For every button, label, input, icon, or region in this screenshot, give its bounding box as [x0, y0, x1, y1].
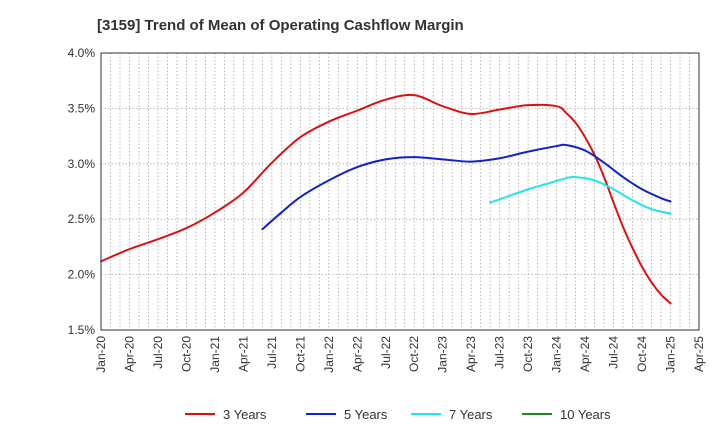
x-tick-label: Apr-22 [350, 336, 364, 372]
legend-label-10-years: 10 Years [560, 407, 611, 422]
legend-label-7-years: 7 Years [449, 407, 493, 422]
y-axis-ticks: 1.5% 2.0% 2.5% 3.0% 3.5% 4.0% [68, 46, 96, 337]
x-tick-label: Oct-24 [635, 336, 649, 372]
x-tick-label: Apr-24 [578, 336, 592, 372]
x-tick-label: Jan-21 [208, 336, 222, 373]
x-tick-label: Oct-23 [521, 336, 535, 372]
x-tick-label: Oct-20 [179, 336, 193, 372]
y-tick-label: 2.5% [68, 212, 96, 226]
grid-lines [101, 53, 699, 330]
y-tick-label: 3.0% [68, 157, 96, 171]
x-tick-label: Oct-21 [293, 336, 307, 372]
x-tick-label: Apr-20 [122, 336, 136, 372]
x-tick-label: Jan-24 [550, 336, 564, 373]
x-tick-label: Apr-25 [692, 336, 706, 372]
x-tick-label: Jan-23 [436, 336, 450, 373]
legend-label-5-years: 5 Years [344, 407, 388, 422]
x-tick-label: Apr-23 [464, 336, 478, 372]
y-tick-label: 4.0% [68, 46, 96, 60]
series-lines [100, 93, 672, 305]
x-tick-label: Oct-22 [407, 336, 421, 372]
plot-frame [100, 52, 700, 331]
x-tick-label: Jan-22 [322, 336, 336, 373]
x-axis-ticks: Jan-20 Apr-20 Jul-20 Oct-20 Jan-21 Apr-21 Jul-… [94, 336, 706, 373]
x-tick-label: Jul-20 [151, 336, 165, 369]
series-line-5-years [261, 143, 672, 231]
legend-label-3-years: 3 Years [223, 407, 267, 422]
x-tick-label: Jul-21 [265, 336, 279, 369]
legend: 3 Years 5 Years 7 Years 10 Years [185, 407, 611, 422]
x-tick-label: Apr-21 [236, 336, 250, 372]
y-tick-label: 2.0% [68, 268, 96, 282]
chart-title: [3159] Trend of Mean of Operating Cashfl… [97, 17, 464, 34]
x-tick-label: Jul-24 [607, 336, 621, 369]
series-line-3-years [100, 93, 672, 305]
x-tick-label: Jul-23 [493, 336, 507, 369]
y-tick-label: 3.5% [68, 101, 96, 115]
x-tick-label: Jul-22 [379, 336, 393, 369]
series-line-7-years [489, 175, 672, 215]
x-tick-label: Jan-25 [664, 336, 678, 373]
y-tick-label: 1.5% [68, 323, 96, 337]
x-tick-label: Jan-20 [94, 336, 108, 373]
